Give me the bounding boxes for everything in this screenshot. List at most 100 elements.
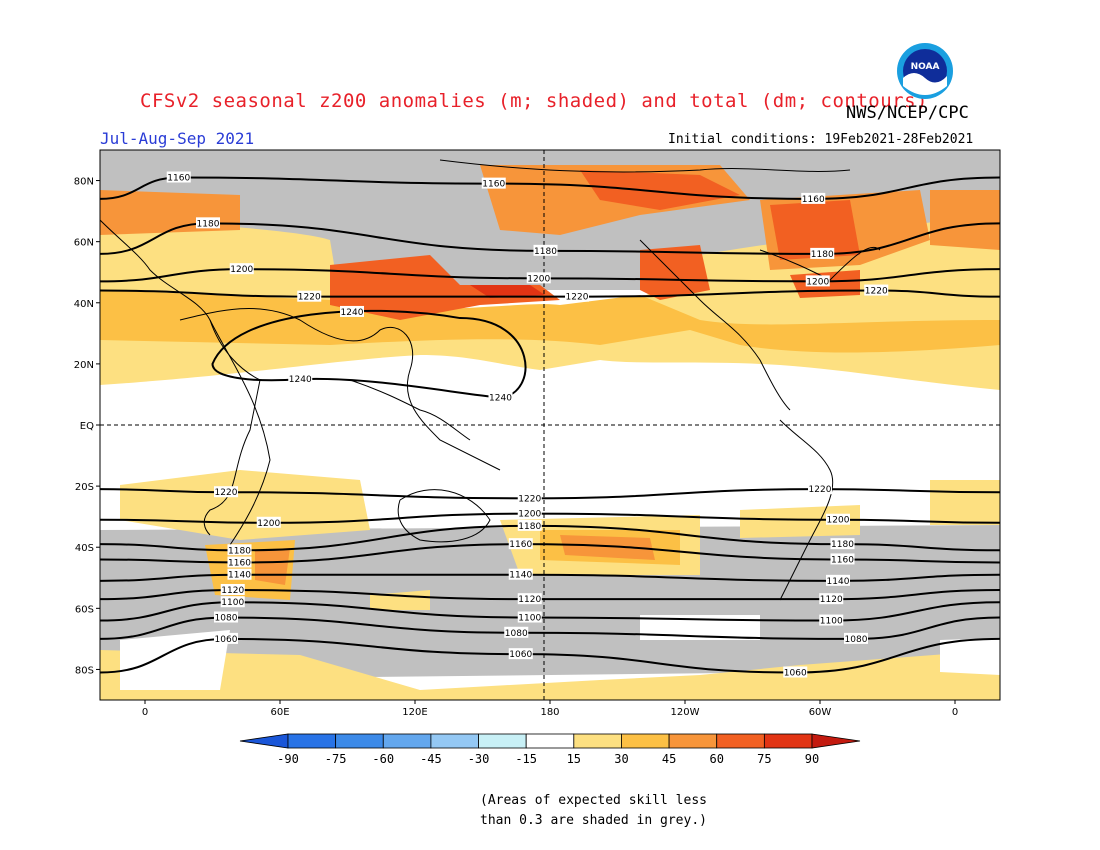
colorbar-box	[239, 733, 289, 749]
contour-labels: 1160 1160 1160 1180 1180 1180 1200 1200 1200 1220…	[166, 171, 889, 679]
contour-label: 1120	[518, 595, 541, 605]
longitude-ticks: 0 60E 120E 180 120W 60W 0	[142, 700, 958, 718]
contour-label: 1160	[482, 180, 505, 190]
contour-label: 1180	[228, 546, 251, 556]
contour-label-bg	[864, 284, 889, 296]
initial-conditions-label: Initial conditions: 19Feb2021-28Feb2021	[668, 132, 974, 147]
contour-label: 1180	[811, 250, 834, 260]
contour-label: 1160	[509, 540, 532, 550]
contour-label-bg	[805, 275, 830, 287]
contour-label-bg	[508, 538, 533, 550]
contour-label: 1160	[167, 174, 190, 184]
contour-label-bg	[819, 593, 844, 605]
contour-label-bg	[256, 516, 281, 528]
contour-label-bg	[826, 513, 850, 525]
lon-tick-label: 120W	[671, 707, 700, 718]
contour-label-bg	[801, 192, 826, 204]
contour-label-bg	[227, 568, 252, 580]
colorbar-box	[573, 733, 622, 749]
contour-label: 1200	[518, 510, 541, 520]
contour-label: 1160	[228, 559, 251, 569]
lon-tick-label: 0	[952, 707, 958, 718]
contour-label: 1160	[831, 555, 854, 565]
colorbar-label: -30	[468, 752, 490, 766]
contour-label-bg	[340, 305, 364, 317]
contour-label: 1220	[809, 485, 832, 495]
lon-tick-label: 120E	[402, 707, 427, 718]
contour-label-bg	[488, 391, 513, 403]
lat-tick-label: 20S	[75, 482, 94, 493]
contour-label-bg	[481, 177, 506, 189]
contour-label: 1220	[566, 293, 589, 303]
contour-label: 1080	[505, 629, 528, 639]
contour-label: 1220	[865, 287, 888, 297]
contour-label: 1200	[827, 516, 850, 526]
colorbar-box	[335, 733, 384, 749]
contour-label-bg	[508, 568, 533, 580]
skill-note: (Areas of expected skill less than 0.3 a…	[480, 791, 707, 831]
contour-label-bg	[565, 290, 589, 302]
colorbar-box	[525, 733, 575, 749]
logo-text: NOAA	[911, 62, 940, 72]
lat-tick-label: 40N	[74, 299, 94, 310]
contour-label: 1220	[518, 494, 541, 504]
contour-label-bg	[214, 611, 238, 623]
contour-label: 1100	[221, 598, 244, 608]
contour-label-bg	[517, 593, 542, 605]
contour-label-bg	[214, 632, 238, 644]
contour-label-bg	[783, 666, 808, 678]
contour-label-bg	[808, 483, 832, 495]
contour-label: 1220	[298, 293, 321, 303]
lat-tick-label: 80N	[74, 177, 94, 188]
contour-label: 1120	[221, 586, 244, 596]
contour-label: 1200	[806, 277, 829, 287]
colorbar-labels: -90 -75 -60 -45 -30 -15 15 30 45 60 75 90	[277, 752, 819, 766]
contour-label: 1180	[197, 219, 220, 229]
contour-label: 1240	[289, 375, 312, 385]
contour-label: 1140	[509, 571, 532, 581]
colorbar-box	[716, 733, 765, 749]
contour-label-bg	[220, 596, 245, 608]
chart-title: CFSv2 seasonal z200 anomalies (m; shaded…	[140, 90, 928, 112]
contour-label: 1140	[228, 571, 251, 581]
skill-note-line-1: (Areas of expected skill less	[480, 793, 707, 808]
contour-label-bg	[517, 519, 542, 531]
contour-label-bg	[220, 584, 245, 595]
colorbar-label: -90	[277, 752, 299, 766]
contour-label: 1120	[820, 595, 843, 605]
lat-tick-label: 80S	[75, 665, 94, 676]
contour-label-bg	[517, 611, 542, 623]
contour-label: 1200	[257, 519, 280, 529]
lat-tick-label: 20N	[74, 360, 94, 371]
contour-label-bg	[196, 217, 220, 229]
latitude-ticks: 80N 60N 40N 20N EQ 20S 40S 60S 80S	[74, 177, 100, 676]
agency-label: NWS/NCEP/CPC	[846, 103, 969, 123]
colorbar-label: 75	[757, 752, 771, 766]
contour-label: 1180	[518, 522, 541, 532]
lon-tick-label: 0	[142, 707, 148, 718]
season-label: Jul-Aug-Sep 2021	[100, 129, 255, 148]
contour-label-bg	[229, 263, 254, 275]
colorbar-label: 15	[567, 752, 581, 766]
contour-label-bg	[830, 553, 855, 565]
contour-label-bg	[830, 538, 855, 550]
colorbar-box	[430, 733, 479, 749]
contour-label: 1060	[784, 669, 807, 679]
colorbar-label: 30	[614, 752, 628, 766]
contour-label-bg	[227, 556, 252, 568]
colorbar-boxes	[239, 733, 861, 749]
contour-label: 1060	[509, 650, 532, 660]
lon-tick-label: 60W	[809, 707, 832, 718]
contour-label-bg	[844, 632, 868, 644]
contour-label: 1240	[341, 308, 364, 318]
colorbar-label: -45	[420, 752, 442, 766]
contour-label: 1060	[215, 635, 238, 645]
contour-label-bg	[166, 171, 191, 183]
world-map: 1160 1160 1160 1180 1180 1180 1200 1200 1200 1220…	[74, 149, 1001, 718]
lat-tick-label: EQ	[80, 421, 94, 432]
lon-tick-label: 60E	[270, 707, 289, 718]
colorbar-box	[382, 733, 432, 749]
colorbar-box	[621, 733, 670, 749]
coastlines	[100, 159, 881, 601]
colorbar-label: -75	[325, 752, 347, 766]
